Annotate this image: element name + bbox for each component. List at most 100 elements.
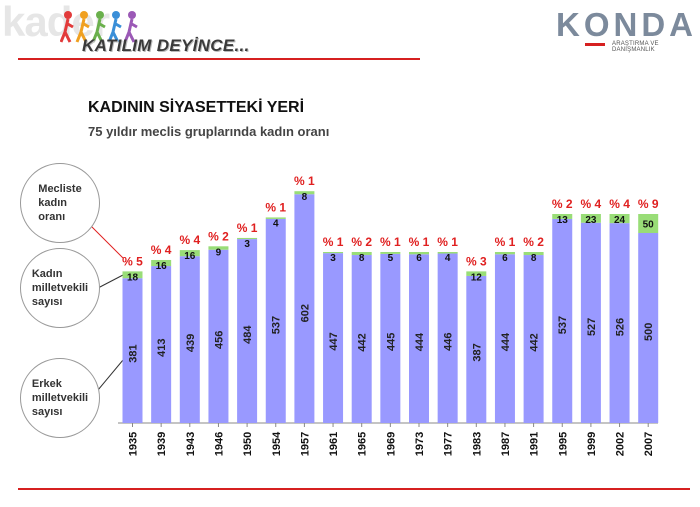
bar-women-1939 [151,259,172,267]
x-tick-label-1983: 1983 [471,432,483,456]
label-women-1983: 12 [471,272,483,283]
label-men-1954: 537 [271,316,283,334]
bar-men-1991 [523,255,544,423]
label-percent-1961: % 1 [323,235,344,249]
label-women-1961: 3 [330,253,336,264]
label-women-1999: 23 [585,215,597,226]
x-tick-label-1939: 1939 [156,432,168,456]
bar-men-1965 [351,255,372,423]
x-tick-label-1950: 1950 [242,432,254,456]
label-women-1954: 4 [273,218,279,229]
label-percent-1935: % 5 [122,254,143,268]
bar-women-1991 [523,252,544,256]
label-percent-1957: % 1 [294,174,315,188]
bar-women-1954 [265,217,286,219]
bar-men-2002 [609,223,630,423]
x-tick-label-1954: 1954 [271,431,283,456]
label-women-1973: 6 [416,253,422,264]
label-women-1946: 9 [216,247,222,258]
x-tick-label-1935: 1935 [128,432,140,456]
label-men-1935: 381 [128,344,140,362]
label-percent-1969: % 1 [380,235,401,249]
label-men-1943: 439 [185,334,197,352]
x-tick-label-1977: 1977 [443,432,455,456]
label-men-1999: 527 [586,318,598,336]
label-men-1957: 602 [299,304,311,322]
label-men-1961: 447 [328,332,340,350]
x-tick-label-1999: 1999 [586,432,598,456]
bubble-women: Kadın milletvekili sayısı [20,248,100,328]
campaign-label: KATILIM DEYİNCE... [82,36,250,55]
label-women-1965: 8 [359,253,365,264]
bar-women-1946 [208,246,229,250]
x-tick-label-2002: 2002 [615,432,627,456]
bar-men-1987 [494,254,515,423]
label-percent-1977: % 1 [437,235,458,249]
bar-men-2007 [638,233,659,423]
bar-men-1973 [409,254,429,423]
bottom-divider [18,488,690,490]
bar-men-1950 [237,239,258,423]
label-men-1987: 444 [500,332,512,351]
connector-women [97,274,124,289]
label-percent-1950: % 1 [237,221,258,235]
label-percent-2007: % 9 [638,197,659,211]
label-men-2007: 500 [643,323,655,341]
label-men-2002: 526 [615,318,627,336]
label-percent-2002: % 4 [609,197,630,211]
x-tick-label-1991: 1991 [529,432,541,456]
x-tick-label-1969: 1969 [385,432,397,456]
bar-men-1999 [580,222,601,423]
bar-women-1957 [294,191,315,195]
bar-women-1943 [179,250,200,257]
label-men-1965: 442 [357,333,369,351]
label-men-1991: 442 [529,333,541,351]
bar-men-1995 [552,218,573,423]
label-men-1995: 537 [557,316,569,334]
label-men-1977: 446 [443,332,455,350]
label-men-1983: 387 [471,343,483,361]
bar-men-1983 [466,275,487,423]
label-percent-1954: % 1 [265,200,286,214]
label-women-1943: 16 [184,251,196,262]
bar-men-1946 [208,249,229,423]
x-tick-label-1946: 1946 [213,432,225,456]
label-men-1973: 444 [414,332,426,351]
bar-men-1935 [122,278,143,423]
label-women-1950: 3 [244,239,250,250]
label-men-1969: 445 [385,333,397,351]
label-men-1939: 413 [156,338,168,356]
bar-men-1977 [437,253,458,423]
label-men-1950: 484 [242,325,254,344]
bar-women-1950 [237,237,258,240]
label-women-1939: 16 [156,261,168,272]
bar-women-1961 [323,252,344,254]
label-percent-1973: % 1 [409,235,430,249]
label-women-1935: 18 [127,272,139,283]
label-percent-1946: % 2 [208,229,229,243]
running-figures-icon [60,11,138,43]
label-percent-1991: % 2 [523,235,544,249]
bar-women-1973 [409,252,429,255]
label-women-1969: 5 [388,253,394,264]
bar-women-1999 [580,214,601,223]
label-women-1957: 8 [302,192,308,203]
x-tick-label-1957: 1957 [299,432,311,456]
label-women-2002: 24 [614,215,626,226]
label-percent-1943: % 4 [179,233,200,247]
x-tick-label-1995: 1995 [557,432,569,456]
label-percent-1987: % 1 [495,235,516,249]
bar-women-1969 [380,252,401,254]
bar-women-2002 [609,214,630,224]
top-divider [18,58,420,60]
bar-women-1983 [466,271,487,276]
label-percent-1983: % 3 [466,254,487,268]
bar-men-1961 [323,253,344,423]
bar-women-1977 [437,252,458,254]
connector-men [97,359,124,391]
x-tick-label-1965: 1965 [357,432,369,456]
bar-men-1954 [265,218,286,423]
x-tick-label-1943: 1943 [185,432,197,456]
label-women-1995: 13 [557,215,569,226]
